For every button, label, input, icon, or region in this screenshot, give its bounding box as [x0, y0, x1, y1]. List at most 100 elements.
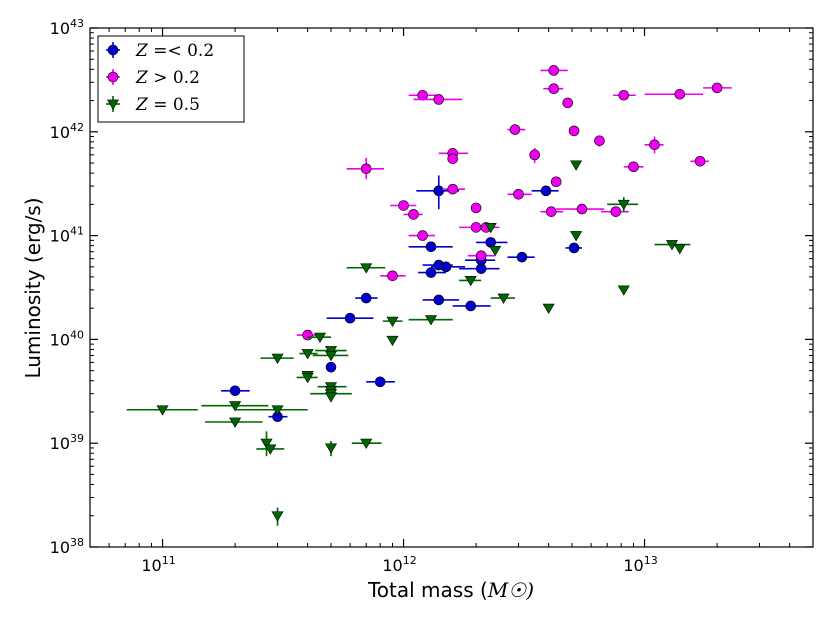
data-point: [256, 444, 285, 455]
point-marker: [570, 160, 583, 171]
data-point: [542, 303, 555, 314]
point-marker: [440, 261, 452, 273]
point-marker: [433, 94, 445, 105]
data-point: [531, 185, 559, 197]
data-point: [416, 175, 460, 210]
point-marker: [470, 202, 482, 214]
point-marker: [568, 125, 580, 137]
point-marker: [386, 335, 399, 347]
data-point: [408, 241, 453, 253]
point-marker: [516, 251, 528, 263]
point-marker: [156, 405, 169, 416]
point-marker: [324, 392, 338, 403]
data-point: [431, 261, 466, 273]
legend: Z =< 0.2 Z > 0.2 Z = 0.5: [97, 35, 245, 123]
point-marker: [540, 185, 552, 197]
point-marker: [324, 443, 338, 454]
data-point: [260, 353, 294, 364]
y-tick-label: 1041: [50, 225, 84, 246]
point-marker: [271, 353, 284, 364]
legend-marker: [106, 99, 120, 110]
point-marker: [548, 65, 560, 76]
point-marker: [425, 267, 437, 278]
data-point: [459, 275, 482, 287]
data-point: [447, 153, 459, 165]
point-marker: [360, 263, 373, 274]
data-point: [408, 315, 453, 326]
point-marker: [617, 199, 630, 211]
point-marker: [610, 206, 622, 217]
data-point: [540, 65, 568, 76]
point-marker: [360, 292, 372, 304]
point-marker: [229, 385, 241, 397]
legend-entry: Z > 0.2: [106, 68, 200, 88]
point-marker: [562, 97, 574, 109]
data-point: [260, 431, 273, 457]
data-point: [422, 294, 460, 306]
data-point: [312, 351, 349, 362]
point-marker: [513, 188, 524, 200]
data-point: [556, 203, 605, 215]
y-tick-label: 1042: [50, 121, 84, 142]
legend-marker: [107, 71, 119, 83]
data-point: [221, 385, 250, 397]
data-point: [623, 161, 644, 173]
point-marker: [374, 376, 386, 388]
point-marker: [324, 351, 338, 362]
x-axis-label-text: Total mass (: [367, 578, 488, 602]
y-tick-label: 1038: [50, 536, 84, 557]
data-point: [565, 242, 582, 254]
data-point: [601, 206, 629, 217]
point-marker: [673, 244, 686, 255]
data-point: [562, 97, 574, 109]
point-marker: [417, 89, 428, 101]
y-tick-label: 1040: [50, 328, 84, 349]
point-marker: [387, 270, 398, 282]
data-point: [296, 373, 318, 384]
point-marker: [568, 242, 580, 254]
point-marker: [425, 241, 437, 253]
point-marker: [386, 316, 399, 327]
data-point: [703, 82, 732, 94]
y-tick-label: 1039: [50, 432, 84, 453]
data-point: [307, 332, 331, 344]
legend-entry: Z =< 0.2: [106, 41, 214, 61]
data-point: [568, 125, 580, 137]
point-marker: [424, 315, 438, 326]
data-point: [299, 349, 318, 360]
data-point: [452, 300, 491, 312]
data-point: [235, 405, 308, 416]
point-marker: [313, 332, 326, 344]
x-tick-label: 1012: [382, 554, 416, 575]
point-marker: [617, 285, 630, 296]
point-marker: [360, 438, 373, 450]
data-point: [355, 292, 378, 304]
point-marker: [360, 163, 372, 175]
data-point: [507, 188, 532, 200]
data-point: [550, 176, 562, 188]
point-marker: [271, 405, 284, 416]
data-point: [324, 392, 338, 403]
legend-box: [97, 35, 245, 123]
point-marker: [485, 237, 497, 248]
point-marker: [260, 438, 273, 450]
point-marker: [301, 349, 314, 360]
data-point: [386, 335, 399, 347]
data-point: [380, 270, 406, 282]
legend-label: Z =< 0.2: [135, 41, 214, 61]
data-point: [617, 285, 630, 296]
x-axis-label: Total mass (M☉): [367, 578, 534, 602]
data-point: [204, 417, 263, 428]
points-layer: [126, 65, 732, 526]
data-point: [594, 135, 605, 147]
point-marker: [447, 183, 459, 195]
y-tick-label: 1043: [50, 17, 84, 38]
legend-label: Z = 0.5: [135, 95, 200, 115]
point-marker: [229, 417, 242, 428]
point-marker: [711, 82, 723, 94]
point-marker: [325, 361, 337, 373]
point-marker: [475, 250, 487, 262]
point-marker: [497, 293, 510, 304]
ticks-layer: 1011 1012 1013 1038 1039 1040 1041 1042 1043: [50, 17, 813, 575]
data-point: [346, 263, 386, 274]
